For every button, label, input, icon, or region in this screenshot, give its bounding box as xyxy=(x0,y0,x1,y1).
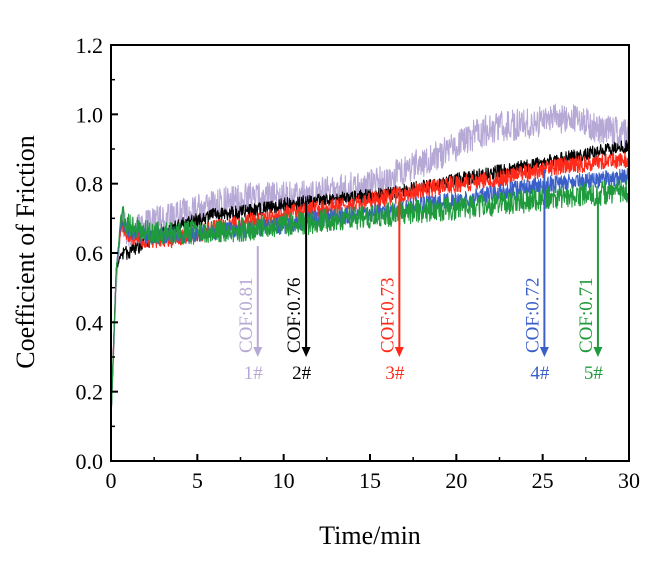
y-tick-label: 0.4 xyxy=(76,310,104,335)
x-tick-label: 5 xyxy=(192,468,203,493)
annotation-cof: COF:0.72 xyxy=(522,278,543,354)
y-axis-label: Coefficient of Friction xyxy=(11,135,40,368)
annotation-arrowhead xyxy=(394,347,404,357)
annotation-arrowhead xyxy=(301,347,311,357)
x-tick-label: 0 xyxy=(106,468,117,493)
x-tick-label: 30 xyxy=(618,468,640,493)
y-tick-label: 0.0 xyxy=(76,449,104,474)
series-line-1 xyxy=(111,103,629,424)
x-tick-label: 25 xyxy=(532,468,554,493)
y-tick-label: 1.0 xyxy=(76,102,104,127)
series-line-5 xyxy=(111,179,629,422)
annotation-layer: COF:0.81 1# COF:0.76 2# COF:0.73 3# COF:0.72 4#… xyxy=(236,169,604,384)
annotation-cof: COF:0.71 xyxy=(576,278,597,354)
plot-frame xyxy=(110,44,630,462)
x-tick-label: 20 xyxy=(445,468,467,493)
annotation-cof: COF:0.73 xyxy=(377,278,398,354)
annotation-cof: COF:0.76 xyxy=(284,278,305,354)
annotation-arrowhead xyxy=(253,347,263,357)
annotation-label: 1# xyxy=(244,363,264,384)
annotation-cof: COF:0.81 xyxy=(236,278,257,354)
x-tick-label: 10 xyxy=(273,468,295,493)
y-tick-label: 0.8 xyxy=(76,172,104,197)
annotation-label: 4# xyxy=(530,363,550,384)
annotation-label: 2# xyxy=(292,363,312,384)
x-tick-label: 15 xyxy=(359,468,381,493)
annotation-arrowhead xyxy=(539,347,549,357)
x-axis-label: Time/min xyxy=(319,521,421,550)
y-axis: 0.0 0.2 0.4 0.6 0.8 1.0 1.2 xyxy=(76,33,118,474)
series-line-4 xyxy=(111,168,629,422)
annotation-label: 3# xyxy=(385,363,405,384)
y-tick-label: 0.2 xyxy=(76,380,104,405)
annotation-label: 5# xyxy=(584,363,604,384)
x-axis: 0 5 10 15 20 25 30 xyxy=(106,454,640,493)
y-tick-label: 0.6 xyxy=(76,241,104,266)
annotation-arrowhead xyxy=(593,347,603,357)
y-tick-label: 1.2 xyxy=(76,33,104,58)
series-layer xyxy=(111,103,629,424)
